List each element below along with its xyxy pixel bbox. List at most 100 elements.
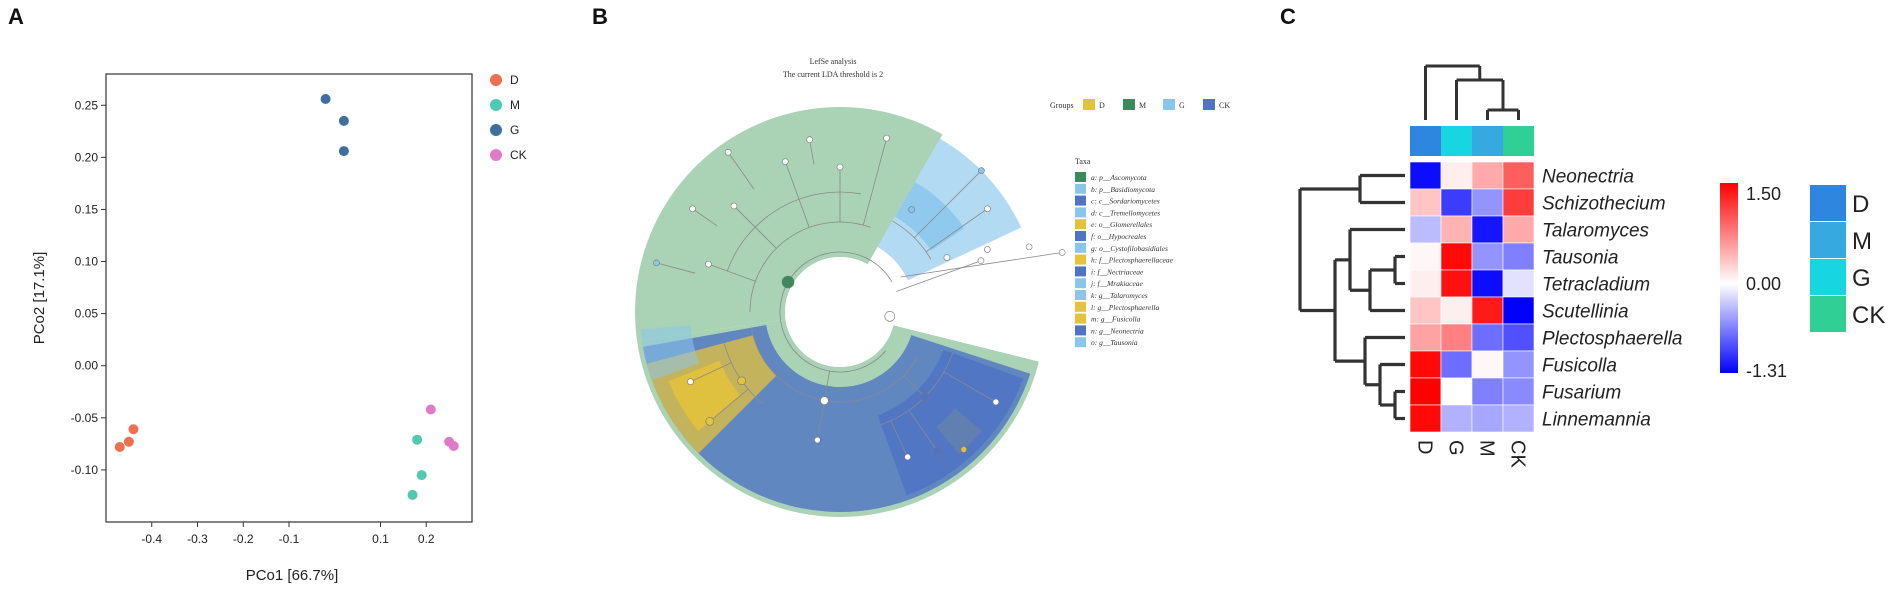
lefse-node (904, 453, 911, 461)
heatmap-legend-label: G (1852, 265, 1871, 292)
panel-letter-a: A (8, 4, 24, 29)
heatmap-cell (1471, 404, 1504, 433)
pcoa-point-d (128, 424, 139, 435)
lefse-branch-extra (900, 252, 1063, 278)
pcoa-y-tick-label: 0.15 (75, 202, 99, 216)
lefse-node (943, 254, 951, 261)
heatmap-cell (1440, 323, 1473, 352)
heatmap-cell (1440, 242, 1473, 271)
pcoa-point-ck (448, 440, 459, 451)
pcoa-legend-marker-d (490, 74, 502, 86)
heatmap-cell (1502, 323, 1535, 352)
heatmap-cell (1440, 161, 1473, 190)
lefse-branch (690, 362, 732, 383)
heatmap-cell (1409, 242, 1442, 271)
lefse-node-fusicolla (960, 446, 968, 453)
lefse-taxa-legend: Taxa a: p__Ascomycota b: p__Basidiomycota… (1075, 157, 1174, 348)
heatmap-cell (1471, 269, 1504, 298)
heatmap-cell (1502, 215, 1535, 244)
lefse-taxon-label: c: c__Sordariomycetes (1091, 197, 1160, 206)
lefse-node (977, 257, 985, 264)
heatmap-cell (1409, 323, 1442, 352)
lefse-taxon-swatch (1075, 266, 1086, 277)
lefse-taxon-label: d: c__Tremellomycetes (1091, 208, 1160, 217)
pcoa-x-tick-label: 0.2 (418, 532, 435, 546)
heatmap-cell (1502, 350, 1535, 379)
lefse-branch-glomerellales (723, 342, 764, 405)
heatmap-legend-label: M (1852, 228, 1872, 255)
lefse-cladogram: LefSe analysis The current LDA threshold… (635, 57, 1230, 518)
lefse-taxon-label: a: p__Ascomycota (1091, 173, 1147, 182)
lefse-taxon-swatch (1075, 242, 1086, 253)
heatmap-legend-label: CK (1852, 302, 1885, 329)
heatmap-row-label: Fusicolla (1542, 356, 1617, 377)
pcoa-y-axis-label: PCo2 [17.1%] (31, 252, 48, 345)
lefse-groups-label: Groups (1050, 101, 1074, 110)
lefse-branch (809, 139, 815, 165)
lefse-branch (823, 371, 830, 401)
heatmap-group-cell-m (1472, 126, 1503, 156)
heatmap-cell (1471, 242, 1504, 271)
heatmap-legend-swatch-d (1810, 185, 1846, 221)
heatmap-column-label: M (1476, 440, 1498, 457)
lefse-node-ascomycota (781, 275, 795, 289)
lefse-taxon-label: f: o__Hypocreales (1091, 232, 1146, 241)
heatmap-column-dendrogram (1424, 64, 1520, 120)
heatmap-row-label: Scutellinia (1542, 302, 1629, 323)
pcoa-legend-marker-g (490, 124, 502, 136)
pcoa-point-d (114, 441, 125, 452)
lefse-node (992, 398, 1000, 406)
heatmap-cell (1409, 404, 1442, 433)
heatmap-cell (1502, 269, 1535, 298)
pcoa-y-tick-label: 0.05 (75, 307, 99, 321)
heatmap-row-label: Neonectria (1542, 167, 1634, 188)
lefse-taxon-label: g: o__Cystofilobasidiales (1091, 244, 1168, 253)
lefse-taxon-label: j: f__Mrakiaceae (1090, 279, 1144, 288)
heatmap-cell (1409, 350, 1442, 379)
heatmap-scale-label: -1.31 (1746, 361, 1787, 381)
heatmap-cell (1409, 269, 1442, 298)
pcoa-y-tick-label: -0.05 (71, 411, 99, 425)
pcoa-point-d (123, 436, 134, 447)
lefse-taxon-label: e: o__Glomerellales (1091, 220, 1152, 229)
pcoa-point-g (338, 146, 349, 157)
lefse-branch-basidio (892, 220, 932, 260)
heatmap-scale-bar (1720, 183, 1738, 373)
lefse-branch-eurotio (749, 221, 871, 313)
heatmap-row-label: Plectosphaerella (1542, 329, 1682, 350)
lefse-branch (862, 138, 887, 226)
heatmap-cell (1409, 161, 1442, 190)
lefse-node (781, 158, 789, 165)
lefse-clade-tremellomycetes (895, 182, 965, 251)
pcoa-points (114, 94, 459, 500)
heatmap-row-label: Fusarium (1542, 383, 1621, 404)
heatmap-cell (1471, 215, 1504, 244)
pcoa-point-m (407, 489, 418, 500)
heatmap-cell (1440, 350, 1473, 379)
lefse-taxon-label: n: g__Neonectria (1091, 326, 1144, 335)
heatmap-cell (1471, 323, 1504, 352)
heatmap-column-label: D (1414, 440, 1436, 454)
lefse-branch (784, 161, 810, 228)
heatmap-column-label: CK (1507, 440, 1529, 468)
heatmap-color-scale: 1.50 0.00 -1.31 (1720, 183, 1787, 381)
lefse-node (1058, 249, 1066, 256)
lefse-groups-legend: Groups D M G CK (1050, 99, 1230, 110)
pcoa-y-axis: 0.25 0.20 0.15 0.10 0.05 0.00 -0.05 -0.10 (71, 98, 106, 477)
lefse-branch (908, 410, 938, 452)
lefse-node-hypocreales (920, 392, 930, 402)
heatmap-cell (1440, 269, 1473, 298)
lefse-node (806, 136, 813, 143)
pcoa-y-tick-label: 0.25 (75, 98, 99, 112)
heatmap-row-labels: Neonectria Schizothecium Talaromyces Tauson… (1542, 167, 1682, 431)
pcoa-x-tick-label: -0.3 (187, 532, 208, 546)
lefse-taxon-swatch (1075, 278, 1086, 289)
pcoa-legend-label: CK (510, 148, 527, 162)
lefse-branch (692, 208, 718, 227)
heatmap-legend-swatch-m (1810, 222, 1846, 258)
lefse-branch (817, 400, 825, 441)
lefse-taxon-label: k: g__Talaromyces (1091, 291, 1148, 300)
heatmap-cells (1409, 161, 1535, 433)
heatmap-cell (1440, 377, 1473, 406)
pcoa-point-g (338, 115, 349, 126)
